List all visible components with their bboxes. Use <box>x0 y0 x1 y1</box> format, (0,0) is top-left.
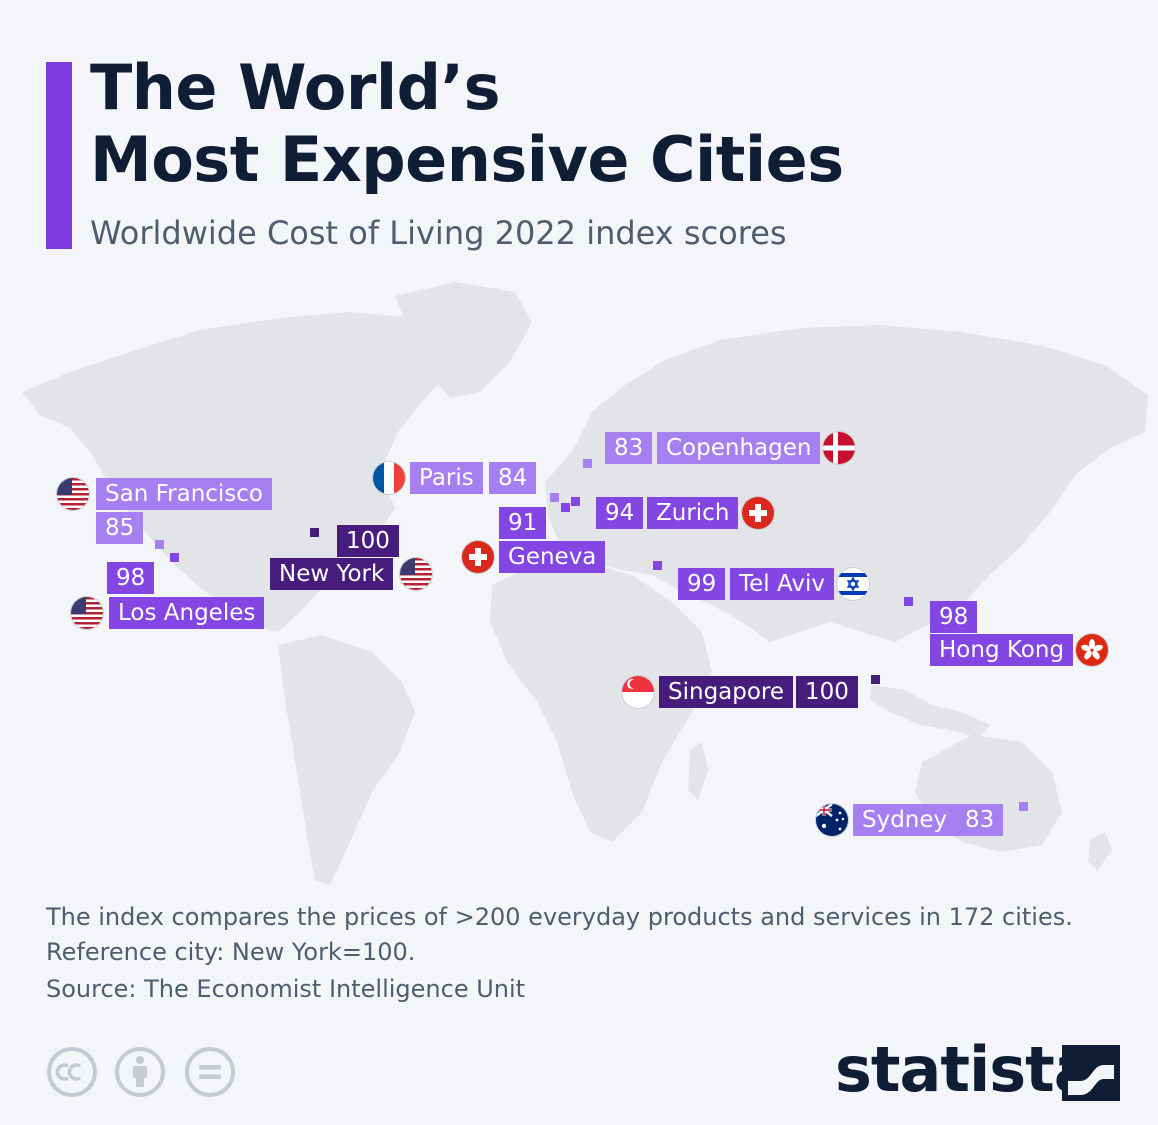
city-marker-los-angeles <box>170 553 179 562</box>
city-label-zurich: Zurich <box>647 497 739 529</box>
creative-commons-icon[interactable] <box>46 1046 98 1098</box>
page-subtitle: Worldwide Cost of Living 2022 index scor… <box>90 214 787 252</box>
usa-flag-icon <box>400 558 432 590</box>
switzerland-flag-icon <box>462 541 494 573</box>
australia-flag-icon <box>816 804 848 836</box>
title-line-1: The World’s <box>90 51 501 124</box>
score-label-geneva: 91 <box>499 507 547 539</box>
city-label-san-francisco: San Francisco <box>96 478 273 510</box>
city-label-hong-kong: Hong Kong <box>930 634 1074 666</box>
city-label-los-angeles: Los Angeles <box>109 597 265 629</box>
city-label-singapore: Singapore <box>659 676 794 708</box>
title-accent-bar <box>46 62 72 249</box>
statista-logo-text[interactable]: statista <box>835 1033 1096 1106</box>
city-label-tel-aviv: Tel Aviv <box>730 568 834 600</box>
city-marker-san-francisco <box>155 540 164 549</box>
no-derivatives-icon[interactable] <box>184 1046 236 1098</box>
title-line-2: Most Expensive Cities <box>90 123 844 196</box>
statista-logo-icon[interactable] <box>1062 1045 1120 1101</box>
city-label-new-york: New York <box>270 558 394 590</box>
city-label-copenhagen: Copenhagen <box>657 432 821 464</box>
city-label-paris: Paris <box>410 462 483 494</box>
attribution-icon[interactable] <box>114 1046 166 1098</box>
city-marker-singapore <box>871 675 880 684</box>
note-line-2: Reference city: New York=100. <box>46 938 416 966</box>
city-marker-paris <box>550 493 559 502</box>
singapore-flag-icon <box>622 676 654 708</box>
city-label-geneva: Geneva <box>499 541 606 573</box>
denmark-flag-icon <box>823 432 855 464</box>
score-label-singapore: 100 <box>796 676 858 708</box>
score-label-tel-aviv: 99 <box>678 568 726 600</box>
city-marker-hong-kong <box>904 597 913 606</box>
usa-flag-icon <box>57 478 89 510</box>
city-marker-new-york <box>310 528 319 537</box>
city-marker-geneva <box>561 503 570 512</box>
note-line-1: The index compares the prices of >200 ev… <box>46 903 1073 931</box>
israel-flag-icon <box>837 568 869 600</box>
city-marker-zurich <box>571 497 580 506</box>
hong-kong-flag-icon <box>1076 634 1108 666</box>
score-label-paris: 84 <box>489 462 537 494</box>
score-label-los-angeles: 98 <box>107 562 155 594</box>
score-label-zurich: 94 <box>596 497 644 529</box>
france-flag-icon <box>373 462 405 494</box>
page-title: The World’s Most Expensive Cities <box>90 52 844 196</box>
score-label-new-york: 100 <box>337 525 399 557</box>
score-label-hong-kong: 98 <box>930 601 978 633</box>
city-marker-sydney <box>1019 802 1028 811</box>
score-label-sydney: 83 <box>956 804 1004 836</box>
score-label-copenhagen: 83 <box>605 432 653 464</box>
city-marker-tel-aviv <box>653 561 662 570</box>
city-marker-copenhagen <box>583 459 592 468</box>
chart-notes: The index compares the prices of >200 ev… <box>46 900 1073 970</box>
score-label-san-francisco: 85 <box>96 512 144 544</box>
source-text: Source: The Economist Intelligence Unit <box>46 975 526 1003</box>
usa-flag-icon <box>71 597 103 629</box>
switzerland-flag-icon <box>742 497 774 529</box>
city-label-sydney: Sydney <box>853 804 957 836</box>
